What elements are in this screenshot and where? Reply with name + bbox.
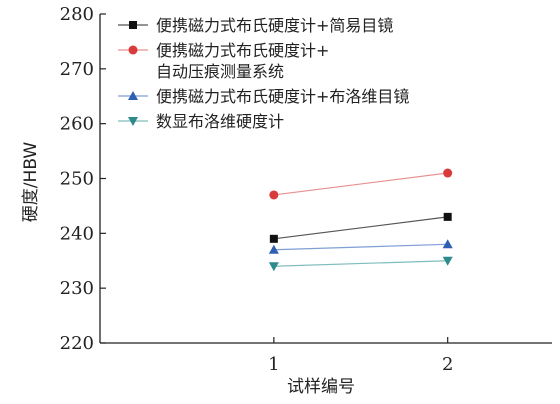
legend: 便携磁力式布氏硬度计+简易目镜便携磁力式布氏硬度计+自动压痕测量系统便携磁力式布…	[118, 16, 409, 131]
series-1	[269, 212, 452, 243]
legend-label: 便携磁力式布氏硬度计+布洛维目镜	[156, 87, 409, 106]
y-tick-label: 260	[60, 114, 94, 135]
y-tick-label: 230	[60, 278, 94, 299]
data-point	[442, 239, 453, 249]
x-axis-title: 试样编号	[287, 377, 355, 397]
series-line	[273, 216, 448, 240]
series-4	[268, 256, 453, 272]
y-tick-label: 250	[60, 169, 94, 190]
legend-marker	[128, 91, 138, 100]
y-tick-label: 240	[60, 223, 94, 244]
y-tick-label: 270	[60, 59, 94, 80]
legend-label: 便携磁力式布氏硬度计+	[156, 41, 329, 60]
y-tick-label: 220	[60, 333, 94, 354]
data-point	[268, 244, 279, 254]
data-point	[443, 168, 453, 178]
series-line	[273, 172, 448, 196]
legend-marker	[129, 21, 137, 29]
x-tick-label: 2	[442, 354, 453, 375]
series-line	[273, 260, 448, 267]
legend-marker	[128, 117, 138, 126]
legend-label: 自动压痕测量系统	[156, 62, 284, 81]
legend-label: 便携磁力式布氏硬度计+简易目镜	[156, 16, 393, 35]
data-point	[443, 212, 452, 221]
series-3	[268, 239, 453, 254]
legend-marker	[128, 45, 138, 55]
legend-item-3: 便携磁力式布氏硬度计+布洛维目镜	[118, 87, 409, 106]
legend-item-2: 便携磁力式布氏硬度计+ 自动压痕测量系统	[118, 41, 329, 81]
axes: 220 230 240 250 260 270 280 1 2	[60, 4, 552, 375]
y-axis-title: 硬度/HBW	[21, 142, 41, 223]
legend-item-4: 数显布洛维硬度计	[118, 112, 284, 131]
series-line	[273, 243, 448, 251]
y-tick-label: 280	[60, 4, 94, 25]
data-point	[268, 262, 279, 272]
legend-label: 数显布洛维硬度计	[156, 112, 284, 131]
data-point	[269, 190, 279, 200]
series-layer	[268, 168, 453, 272]
data-point	[442, 256, 453, 266]
x-tick-label: 1	[268, 354, 279, 375]
data-point	[269, 234, 278, 243]
legend-item-1: 便携磁力式布氏硬度计+简易目镜	[118, 16, 393, 35]
series-2	[269, 168, 453, 200]
